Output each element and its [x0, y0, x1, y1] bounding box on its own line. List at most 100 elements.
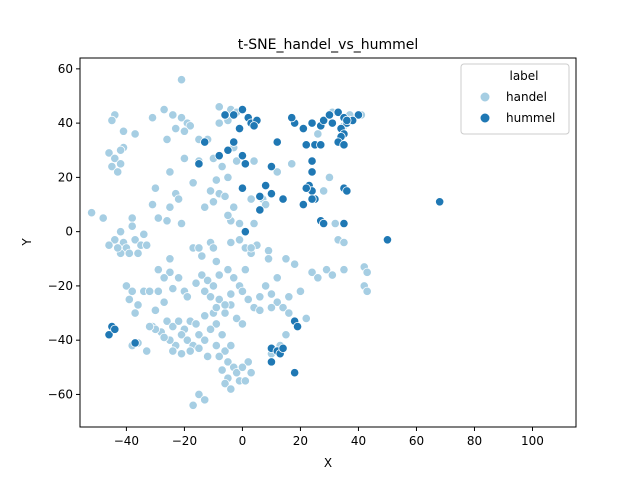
data-point-handel: [104, 240, 114, 250]
data-point-handel: [197, 270, 207, 280]
x-tick-label: −20: [172, 434, 197, 448]
x-tick-label: 60: [409, 434, 424, 448]
data-point-handel: [188, 178, 198, 188]
data-point-handel: [232, 368, 242, 378]
chart-title: t-SNE_handel_vs_hummel: [238, 37, 419, 53]
data-point-handel: [185, 346, 195, 356]
data-point-hummel: [301, 140, 311, 150]
data-point-handel: [223, 265, 233, 275]
data-point-handel: [168, 346, 178, 356]
data-point-hummel: [200, 137, 210, 147]
data-point-handel: [223, 172, 233, 182]
data-point-handel: [229, 202, 239, 212]
data-point-hummel: [255, 191, 265, 201]
data-point-hummel: [342, 115, 352, 126]
data-point-hummel: [319, 218, 329, 229]
data-point-handel: [174, 316, 184, 326]
data-point-hummel: [382, 235, 393, 245]
data-point-handel: [133, 248, 143, 258]
data-point-hummel: [287, 113, 297, 123]
data-point-handel: [211, 256, 221, 267]
data-point-handel: [313, 273, 323, 283]
data-point-handel: [176, 75, 187, 85]
data-point-handel: [182, 335, 192, 345]
data-point-hummel: [240, 227, 250, 237]
data-point-hummel: [110, 324, 120, 334]
data-point-handel: [220, 308, 230, 318]
data-point-handel: [226, 341, 236, 351]
data-point-hummel: [301, 183, 311, 193]
data-point-handel: [246, 243, 256, 253]
data-point-handel: [205, 324, 216, 334]
data-point-hummel: [266, 161, 277, 172]
data-point-hummel: [324, 110, 335, 120]
data-point-handel: [87, 208, 97, 218]
data-point-hummel: [223, 145, 233, 155]
data-point-handel: [243, 357, 253, 367]
data-point-hummel: [266, 189, 277, 199]
data-point-handel: [246, 194, 256, 204]
data-point-handel: [327, 270, 337, 280]
data-point-handel: [168, 322, 178, 332]
data-point-handel: [159, 332, 169, 343]
legend-label-handel: handel: [506, 90, 547, 104]
data-point-hummel: [307, 194, 317, 204]
data-point-handel: [162, 216, 172, 226]
data-point-hummel: [249, 121, 259, 131]
data-point-handel: [263, 254, 274, 264]
legend: label handel hummel: [460, 63, 570, 135]
data-point-handel: [217, 161, 227, 172]
data-point-handel: [130, 129, 140, 139]
y-tick-label: 40: [58, 116, 73, 130]
data-point-handel: [174, 273, 184, 283]
data-point-handel: [307, 267, 317, 277]
data-point-handel: [153, 265, 163, 275]
data-point-handel: [220, 346, 230, 356]
data-point-handel: [232, 156, 242, 166]
data-point-hummel: [342, 186, 352, 196]
legend-marker-handel: [479, 91, 491, 103]
data-point-handel: [118, 126, 129, 136]
data-point-handel: [246, 368, 256, 378]
data-point-handel: [174, 194, 184, 204]
data-point-handel: [176, 330, 187, 340]
data-point-handel: [324, 172, 335, 182]
data-point-handel: [121, 281, 132, 291]
data-point-hummel: [316, 140, 326, 150]
data-point-handel: [223, 357, 233, 367]
x-axis-label: X: [324, 456, 332, 470]
data-point-hummel: [339, 140, 349, 150]
data-point-hummel: [292, 322, 303, 332]
data-point-handel: [150, 305, 161, 315]
data-point-handel: [211, 341, 221, 351]
data-point-handel: [330, 218, 340, 229]
data-point-handel: [176, 218, 187, 229]
data-point-handel: [165, 167, 175, 177]
data-point-hummel: [255, 205, 265, 215]
data-point-handel: [185, 121, 195, 131]
data-point-hummel: [237, 183, 248, 193]
data-point-handel: [139, 229, 149, 239]
data-point-handel: [159, 273, 169, 283]
data-point-handel: [266, 289, 277, 299]
data-point-hummel: [261, 180, 271, 191]
data-point-handel: [284, 308, 294, 318]
data-point-handel: [237, 362, 248, 372]
data-point-handel: [261, 281, 271, 291]
data-point-handel: [255, 305, 265, 315]
data-point-handel: [232, 313, 242, 324]
data-point-handel: [249, 156, 259, 166]
data-point-handel: [249, 218, 259, 229]
data-point-hummel: [278, 343, 288, 353]
y-tick-label: 0: [65, 225, 73, 239]
data-point-hummel: [104, 330, 114, 340]
data-point-handel: [145, 286, 155, 296]
data-point-handel: [281, 254, 291, 264]
data-points: [87, 75, 445, 410]
data-point-handel: [217, 365, 227, 375]
data-point-handel: [188, 400, 198, 410]
data-point-handel: [159, 104, 169, 115]
x-axis-ticks: −40 −20 0 20 40 60 80 100: [114, 427, 544, 448]
data-point-handel: [226, 384, 236, 394]
